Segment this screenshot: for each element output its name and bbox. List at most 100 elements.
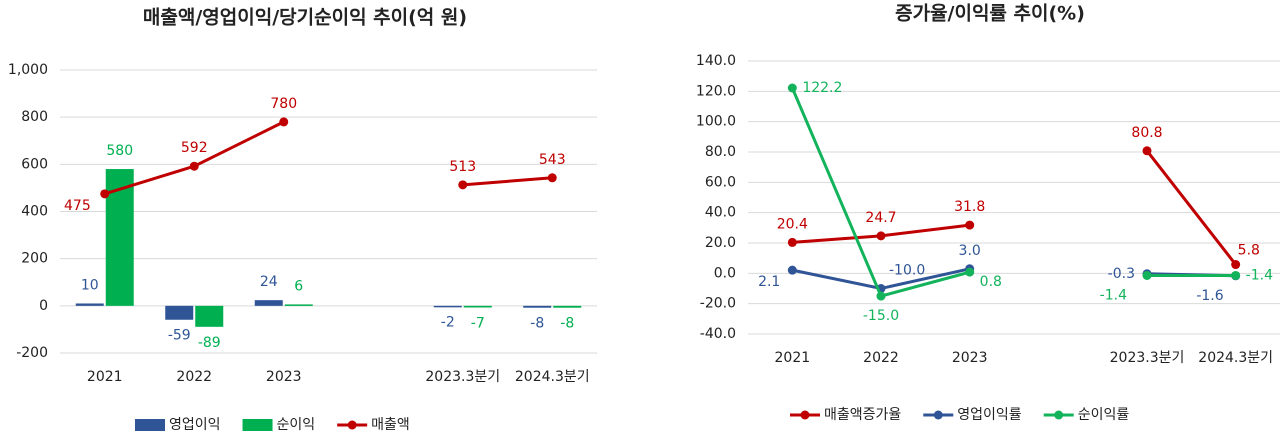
y-tick-label: 100.0 xyxy=(696,114,736,130)
bar xyxy=(553,305,582,308)
bar xyxy=(523,305,552,308)
legend-swatch xyxy=(347,420,357,430)
data-label: 543 xyxy=(539,152,566,168)
x-tick-label: 2021 xyxy=(775,350,811,366)
marker xyxy=(787,237,797,247)
x-tick-label: 2022 xyxy=(176,369,212,385)
legend-label: 매출액증가율 xyxy=(824,407,901,423)
y-tick-label: 1,000 xyxy=(8,62,48,78)
data-label: 780 xyxy=(270,96,297,112)
y-tick-label: 40.0 xyxy=(705,205,736,221)
data-label: 10 xyxy=(81,277,99,293)
x-tick-label: 2023.3분기 xyxy=(1110,350,1185,366)
bar xyxy=(254,300,283,306)
y-tick-label: 120.0 xyxy=(696,83,736,99)
data-label: -15.0 xyxy=(863,308,899,324)
marker xyxy=(458,180,468,190)
data-label: 80.8 xyxy=(1131,125,1162,141)
marker xyxy=(1142,146,1152,156)
data-label: -0.3 xyxy=(1108,266,1135,282)
data-label: 3.0 xyxy=(959,243,981,259)
bar xyxy=(165,305,194,320)
chart-title: 증가율/이익률 추이(%) xyxy=(895,3,1085,25)
marker xyxy=(189,161,199,171)
x-tick-label: 2024.3분기 xyxy=(1198,350,1273,366)
data-label: 513 xyxy=(449,159,476,175)
data-label: -2 xyxy=(441,314,455,330)
y-tick-label: -200 xyxy=(16,345,48,361)
chart-title: 매출액/영업이익/당기순이익 추이(억 원) xyxy=(143,7,467,29)
x-tick-label: 2023.3분기 xyxy=(425,369,500,385)
data-label: -59 xyxy=(168,328,191,344)
y-tick-label: -40.0 xyxy=(700,326,736,342)
marker xyxy=(1231,260,1241,270)
x-tick-label: 2022 xyxy=(863,350,899,366)
marker xyxy=(965,220,975,230)
data-label: -1.4 xyxy=(1246,267,1273,283)
y-tick-label: 0.0 xyxy=(714,265,736,281)
data-label: -8 xyxy=(560,316,574,332)
data-label: 2.1 xyxy=(758,274,780,290)
bar xyxy=(75,303,104,306)
marker xyxy=(876,291,886,301)
y-tick-label: 800 xyxy=(21,109,48,125)
data-label: 592 xyxy=(181,140,208,156)
y-tick-label: -20.0 xyxy=(700,296,736,312)
legend-swatch xyxy=(1054,410,1064,420)
marker xyxy=(876,231,886,241)
bar xyxy=(284,304,313,306)
bar xyxy=(433,305,462,308)
legend-swatch xyxy=(933,410,943,420)
data-label: 24.7 xyxy=(865,210,896,226)
data-label: -7 xyxy=(471,315,485,331)
marker xyxy=(547,173,557,183)
y-tick-label: 0 xyxy=(39,298,48,314)
legend-label: 순이익률 xyxy=(1078,407,1130,423)
marker xyxy=(100,189,110,199)
data-label: 122.2 xyxy=(802,80,842,96)
y-tick-label: 140.0 xyxy=(696,53,736,69)
data-label: 0.8 xyxy=(980,274,1002,290)
data-label: 31.8 xyxy=(954,199,985,215)
legend-label: 순이익 xyxy=(277,417,316,433)
data-label: 475 xyxy=(64,198,91,214)
data-label: -89 xyxy=(198,335,221,351)
x-tick-label: 2023 xyxy=(952,350,988,366)
legend-swatch xyxy=(135,419,165,431)
data-label: -1.4 xyxy=(1100,287,1127,303)
data-label: -1.6 xyxy=(1196,288,1223,304)
bar xyxy=(195,305,224,327)
y-tick-label: 20.0 xyxy=(705,235,736,251)
legend-swatch xyxy=(800,410,810,420)
x-tick-label: 2021 xyxy=(87,369,123,385)
legend-swatch xyxy=(242,419,273,431)
x-tick-label: 2023 xyxy=(266,369,302,385)
marker xyxy=(965,267,975,277)
legend-label: 영업이익률 xyxy=(957,407,1022,423)
legend-label: 매출액 xyxy=(371,417,410,433)
data-label: 6 xyxy=(294,278,303,294)
y-tick-label: 600 xyxy=(21,156,48,172)
y-tick-label: 200 xyxy=(21,251,48,267)
y-tick-label: 400 xyxy=(21,204,48,220)
data-label: 20.4 xyxy=(777,216,808,232)
y-tick-label: 80.0 xyxy=(705,144,736,160)
data-label: 580 xyxy=(106,143,133,159)
data-label: 24 xyxy=(260,274,278,290)
marker xyxy=(787,83,797,93)
marker xyxy=(1231,270,1241,280)
marker xyxy=(279,117,289,127)
line xyxy=(1145,149,1237,266)
line xyxy=(462,176,553,187)
data-label: 5.8 xyxy=(1238,243,1260,259)
data-label: -8 xyxy=(530,316,544,332)
line xyxy=(790,87,971,298)
y-tick-label: 60.0 xyxy=(705,174,736,190)
x-tick-label: 2024.3분기 xyxy=(515,369,590,385)
data-label: -10.0 xyxy=(889,263,925,279)
legend-label: 영업이익 xyxy=(169,417,221,433)
bar xyxy=(463,305,492,308)
marker xyxy=(1142,270,1152,280)
marker xyxy=(787,265,797,275)
